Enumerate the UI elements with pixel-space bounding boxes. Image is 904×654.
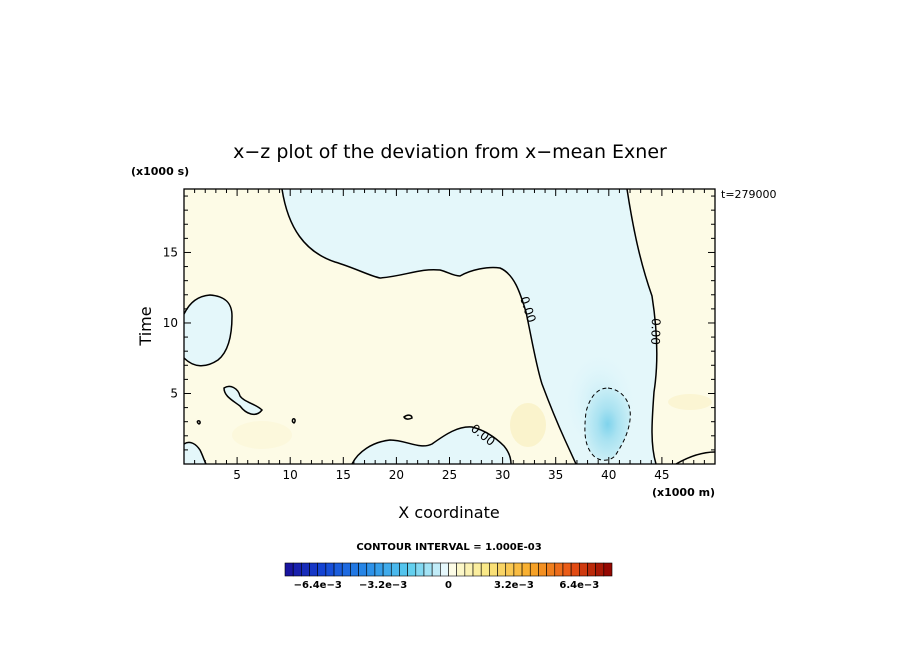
negative-region-left-bottom (184, 442, 206, 464)
y-tick-label: 10 (163, 316, 178, 330)
colorbar-tick-label: 3.2e−3 (494, 580, 534, 591)
y-tick-label: 15 (163, 245, 178, 259)
colorbar-box (382, 562, 392, 577)
y-tick-labels: 5 10 15 (163, 245, 178, 400)
colorbar-tick-labels: −6.4e−3 −3.2e−3 0 3.2e−3 6.4e−3 (294, 580, 600, 591)
colorbar-box (423, 562, 433, 577)
colorbar-box (489, 562, 498, 577)
x-unit-label: (x1000 m) (652, 486, 715, 499)
colorbar-box (333, 562, 343, 577)
colorbar-box (546, 562, 556, 577)
colorbar-box (595, 562, 605, 577)
colorbar-box (284, 562, 294, 577)
colorbar-box (341, 562, 351, 577)
x-axis-ticks (194, 189, 705, 464)
colorbar-box (448, 562, 457, 577)
positive-anomaly-patch (668, 394, 712, 410)
colorbar-box (415, 562, 425, 577)
colorbar-box (603, 562, 613, 577)
colorbar-box (390, 562, 400, 577)
zero-contour-lines (184, 189, 715, 464)
colorbar-box (497, 562, 507, 577)
colorbar-box (301, 562, 310, 577)
colorbar-box (374, 562, 384, 577)
colorbar-box (480, 562, 490, 577)
contour-interval-text: CONTOUR INTERVAL = 1.000E-03 (356, 542, 541, 553)
y-unit-label: (x1000 s) (131, 165, 189, 178)
x-tick-label: 10 (283, 468, 298, 482)
x-tick-label: 40 (601, 468, 616, 482)
colorbar-box (456, 562, 466, 577)
y-tick-label: 5 (170, 386, 178, 400)
chart-title: x−z plot of the deviation from x−mean Ex… (233, 141, 667, 163)
colorbar-box (358, 562, 368, 577)
colorbar-box (366, 562, 376, 577)
positive-anomaly-patch (510, 403, 546, 447)
x-tick-labels: 5 10 15 20 25 30 35 40 45 (233, 468, 669, 482)
x-tick-label: 35 (548, 468, 563, 482)
colorbar-box (399, 562, 408, 577)
colorbar-box (407, 562, 417, 577)
positive-anomaly-patch (232, 421, 292, 449)
colorbar-tick-label: −6.4e−3 (294, 580, 342, 591)
colorbar (284, 562, 613, 577)
colorbar-box (440, 562, 449, 577)
colorbar-box (538, 562, 547, 577)
time-label: t=279000 (721, 188, 777, 201)
colorbar-box (431, 562, 441, 577)
colorbar-box (587, 562, 596, 577)
y-axis-label: Time (136, 306, 155, 346)
x-tick-label: 25 (442, 468, 457, 482)
negative-region-central (282, 189, 657, 464)
x-tick-label: 15 (336, 468, 351, 482)
colorbar-box (562, 562, 572, 577)
colorbar-box (350, 562, 359, 577)
colorbar-tick-label: −3.2e−3 (359, 580, 407, 591)
y-axis-ticks (184, 195, 715, 451)
x-tick-label: 30 (495, 468, 510, 482)
colorbar-box (554, 562, 564, 577)
colorbar-box (292, 562, 302, 577)
plot-area: 0.00 0.00 0.00 (184, 189, 715, 464)
colorbar-box (505, 562, 515, 577)
x-tick-label: 5 (233, 468, 241, 482)
x-tick-label: 20 (389, 468, 404, 482)
colorbar-box (521, 562, 531, 577)
colorbar-tick-label: 6.4e−3 (559, 580, 599, 591)
x-axis-label: X coordinate (398, 503, 499, 522)
colorbar-box (578, 562, 588, 577)
colorbar-box (529, 562, 539, 577)
contour-label: 0.00 (648, 318, 663, 345)
negative-region-left-oval (184, 295, 232, 366)
negative-region-small-blob (224, 386, 262, 415)
colorbar-box (472, 562, 482, 577)
negative-region-core (584, 388, 631, 461)
negative-region-bottom-mid (352, 426, 511, 464)
colorbar-tick-label: 0 (445, 580, 452, 591)
colorbar-box (570, 562, 580, 577)
colorbar-box (325, 562, 335, 577)
colorbar-box (513, 562, 523, 577)
colorbar-box (309, 562, 318, 577)
colorbar-box (317, 562, 327, 577)
x-tick-label: 45 (654, 468, 669, 482)
negative-contour-dashed (584, 387, 631, 461)
colorbar-box (464, 562, 474, 577)
